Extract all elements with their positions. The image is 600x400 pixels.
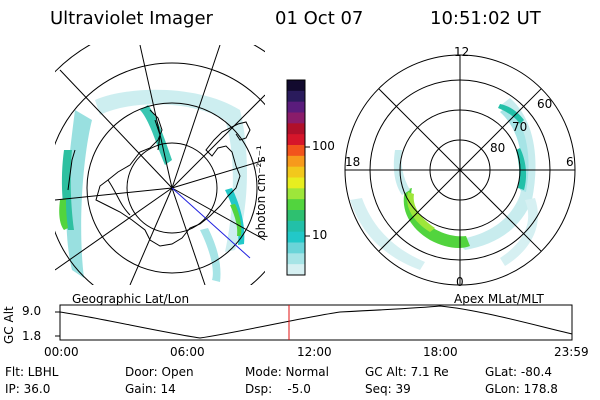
status-ip: IP: 36.0 (5, 382, 51, 396)
status-dsp: Dsp: -5.0 (245, 382, 311, 396)
mlt-label-6: 6 (566, 155, 574, 169)
colorbar-segment (287, 188, 305, 200)
status-seq: Seq: 39 (365, 382, 411, 396)
orbit-track-line (171, 187, 251, 259)
colorbar-segment (287, 90, 305, 103)
apex-map-label: Apex MLat/MLT (454, 292, 544, 306)
coastline (67, 109, 251, 247)
geographic-map-label: Geographic Lat/Lon (72, 292, 190, 306)
colorbar-segment (287, 134, 305, 146)
mlat-label-70: 70 (512, 120, 528, 134)
colorbar-segment (287, 242, 305, 254)
colorbar (287, 80, 305, 276)
gc-alt-plot (55, 304, 573, 341)
status-mode: Mode: Normal (245, 365, 329, 379)
mlat-label-60: 60 (537, 97, 553, 111)
gc-xtick-1200: 12:00 (297, 345, 332, 359)
colorbar-segment (287, 210, 305, 222)
colorbar-segment (287, 80, 305, 92)
gc-xtick-1800: 18:00 (423, 345, 458, 359)
status-glon: GLon: 178.8 (485, 382, 558, 396)
aurora-emission (59, 89, 247, 282)
colorbar-segment (287, 145, 305, 157)
header-time: 10:51:02 UT (430, 8, 541, 29)
mlt-label-12: 12 (454, 45, 470, 59)
gc-xtick-2359: 23:59 (554, 345, 589, 359)
colorbar-segment (287, 166, 305, 178)
colorbar-segment (287, 177, 305, 189)
colorbar-segment (287, 220, 305, 233)
header-date: 01 Oct 07 (275, 8, 364, 29)
colorbar-tick-10: 10 (312, 228, 328, 242)
mlat-mlt-grid (344, 54, 576, 286)
aurora-oval (350, 98, 538, 270)
mlat-label-80: 80 (490, 141, 506, 155)
status-gain: Gain: 14 (125, 382, 176, 396)
gc-ytick-9: 9.0 (22, 304, 42, 318)
colorbar-segment (287, 264, 305, 276)
colorbar-segment (287, 231, 305, 243)
colorbar-unit-label: photon cm⁻²s⁻¹ (254, 145, 268, 238)
status-filter: Flt: LBHL (5, 365, 59, 379)
gc-ytick-1-8: 1.8 (22, 329, 42, 343)
status-door: Door: Open (125, 365, 194, 379)
mlt-label-0: 0 (456, 275, 464, 289)
status-glat: GLat: -80.4 (485, 365, 552, 379)
mlt-label-18: 18 (345, 155, 361, 169)
colorbar-segment (287, 112, 305, 124)
apex-map-plot (350, 98, 538, 270)
colorbar-segment (287, 101, 305, 113)
colorbar-segment (287, 199, 305, 211)
gc-xtick-0000: 00:00 (44, 345, 79, 359)
colorbar-tick-100: 100 (312, 139, 335, 153)
gc-alt-ylabel: GC Alt (2, 306, 16, 344)
colorbar-segment (287, 155, 305, 168)
colorbar-segment (287, 123, 305, 135)
gc-xtick-0600: 06:00 (170, 345, 205, 359)
colorbar-segment (287, 253, 305, 265)
status-gc-alt: GC Alt: 7.1 Re (365, 365, 449, 379)
app-title: Ultraviolet Imager (50, 8, 213, 29)
